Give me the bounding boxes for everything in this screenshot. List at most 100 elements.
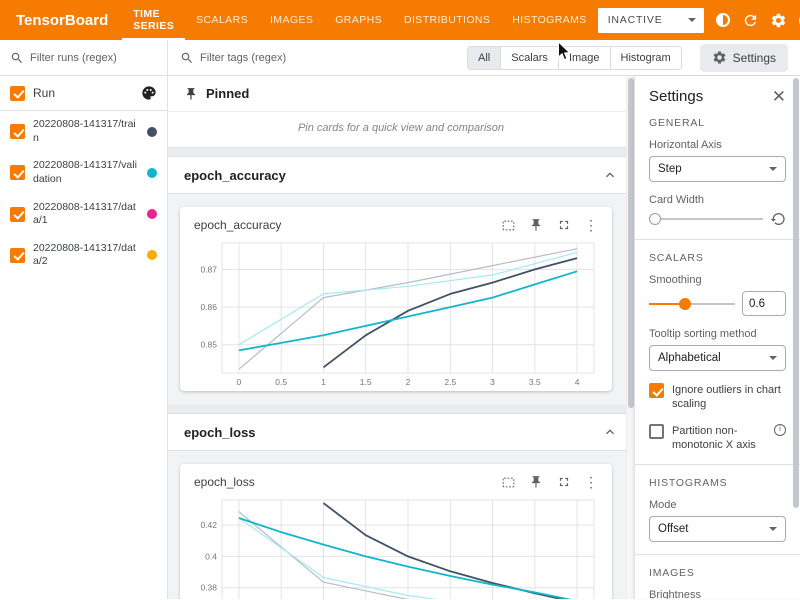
- run-row-validation[interactable]: 20220808-141317/validation: [0, 152, 167, 193]
- fullscreen-icon[interactable]: [556, 217, 572, 233]
- scrollbar-thumb[interactable]: [793, 78, 799, 508]
- filter-tags-input[interactable]: [200, 51, 462, 64]
- tab-scalars[interactable]: SCALARS: [196, 14, 248, 26]
- run-name: 20220808-141317/data/2: [33, 241, 136, 268]
- svg-text:0.85: 0.85: [200, 340, 217, 350]
- settings-section-images: IMAGES: [649, 567, 695, 580]
- reload-status-value: INACTIVE: [607, 14, 663, 26]
- brightness-label: Brightness: [649, 589, 701, 599]
- pin-icon[interactable]: [528, 474, 544, 490]
- palette-icon[interactable]: [141, 85, 157, 101]
- tab-distributions[interactable]: DISTRIBUTIONS: [403, 14, 491, 26]
- chevron-down-icon: [687, 18, 696, 22]
- smoothing-value-input[interactable]: [742, 291, 786, 316]
- svg-text:3: 3: [490, 377, 495, 387]
- svg-text:1: 1: [321, 377, 326, 387]
- smoothing-slider[interactable]: [649, 297, 735, 310]
- card-title: epoch_loss: [194, 475, 255, 489]
- run-checkbox[interactable]: [10, 206, 25, 222]
- slider-thumb[interactable]: [679, 297, 692, 310]
- scalar-card-epoch-loss: epoch_loss ⋮ 00.511.522.533.540.360.380.…: [180, 464, 612, 599]
- tab-images[interactable]: IMAGES: [269, 14, 314, 26]
- main-scrollbar[interactable]: [626, 76, 634, 599]
- run-color-dot[interactable]: [147, 126, 157, 137]
- svg-text:0.4: 0.4: [205, 551, 217, 561]
- horizontal-axis-select[interactable]: Step: [649, 156, 786, 182]
- run-row-data-1[interactable]: 20220808-141317/data/1: [0, 194, 167, 235]
- run-checkbox[interactable]: [10, 247, 25, 263]
- chevron-up-icon[interactable]: [602, 167, 618, 183]
- run-name: 20220808-141317/validation: [33, 159, 137, 185]
- histogram-mode-select[interactable]: Offset: [649, 516, 786, 543]
- reload-status-select[interactable]: INACTIVE: [597, 7, 704, 33]
- header-actions: INACTIVE ?: [597, 7, 800, 33]
- search-icon: [181, 52, 192, 63]
- gear-icon: [713, 51, 725, 64]
- scrollbar-thumb[interactable]: [628, 78, 634, 408]
- tag-type-filter-group: All Scalars Image Histogram: [467, 45, 682, 70]
- tab-graphs[interactable]: GRAPHS: [335, 14, 382, 26]
- section-body-epoch-loss: epoch_loss ⋮ 00.511.522.533.540.360.380.…: [168, 451, 634, 599]
- info-icon[interactable]: i: [774, 423, 786, 436]
- epoch-loss-chart[interactable]: 00.511.522.533.540.360.380.40.42: [188, 494, 602, 599]
- run-row-train[interactable]: 20220808-141317/train: [0, 111, 167, 152]
- filter-histogram-button[interactable]: Histogram: [609, 46, 681, 69]
- svg-text:0.87: 0.87: [200, 264, 217, 274]
- run-row-data-2[interactable]: 20220808-141317/data/2: [0, 235, 167, 276]
- filter-runs-input[interactable]: [30, 51, 157, 64]
- settings-scrollbar[interactable]: [792, 76, 800, 599]
- chevron-up-icon[interactable]: [602, 424, 618, 440]
- partition-x-checkbox[interactable]: [649, 423, 664, 439]
- pinned-section: Pinned Pin cards for a quick view and co…: [168, 76, 634, 148]
- card-width-slider[interactable]: [649, 213, 763, 225]
- tab-time-series[interactable]: TIME SERIES: [122, 0, 185, 40]
- pinned-empty-text: Pin cards for a quick view and compariso…: [297, 122, 505, 134]
- partition-x-label: Partition non-monotonic X axis: [672, 424, 756, 451]
- section-title: epoch_accuracy: [184, 167, 286, 183]
- run-name: 20220808-141317/train: [33, 118, 136, 144]
- slider-thumb[interactable]: [649, 213, 661, 225]
- run-color-dot[interactable]: [147, 209, 157, 220]
- runs-filter-area: [0, 40, 168, 75]
- card-actions: ⋮: [500, 217, 598, 233]
- svg-text:0.38: 0.38: [200, 583, 217, 593]
- epoch-accuracy-chart[interactable]: 0 0.5 1 1.5 2 2.5 3 3.5 4 0.85 0.86 0.87: [188, 237, 602, 389]
- run-checkbox[interactable]: [10, 124, 25, 140]
- run-color-dot[interactable]: [147, 167, 157, 178]
- svg-text:3.5: 3.5: [529, 377, 541, 387]
- runs-sidebar: Run 20220808-141317/train 20220808-14131…: [0, 76, 168, 599]
- ignore-outliers-row[interactable]: Ignore outliers in chart scaling: [649, 383, 786, 412]
- kebab-menu-icon[interactable]: ⋮: [584, 217, 598, 233]
- fullscreen-icon[interactable]: [556, 474, 572, 490]
- reset-icon[interactable]: [770, 211, 786, 227]
- section-header-epoch-loss[interactable]: epoch_loss: [168, 413, 634, 451]
- settings-panel: Settings ✕ GENERAL Horizontal Axis Step …: [634, 76, 800, 599]
- section-header-epoch-accuracy[interactable]: epoch_accuracy: [168, 156, 634, 194]
- theme-contrast-icon[interactable]: [714, 11, 732, 29]
- close-icon[interactable]: ✕: [771, 87, 786, 106]
- tooltip-sorting-value: Alphabetical: [658, 352, 721, 364]
- card-header: epoch_accuracy ⋮: [188, 215, 604, 237]
- refresh-icon[interactable]: [742, 11, 760, 29]
- full-size-icon[interactable]: [500, 474, 516, 490]
- kebab-menu-icon[interactable]: ⋮: [584, 474, 598, 490]
- gear-icon[interactable]: [770, 11, 788, 29]
- filter-all-button[interactable]: All: [468, 46, 501, 69]
- pin-icon: [186, 87, 196, 100]
- filter-image-button[interactable]: Image: [557, 46, 610, 69]
- select-all-runs-checkbox[interactable]: [10, 85, 25, 101]
- full-size-icon[interactable]: [500, 217, 516, 233]
- run-checkbox[interactable]: [10, 165, 25, 181]
- histogram-mode-value: Offset: [658, 523, 689, 536]
- pin-icon[interactable]: [528, 217, 544, 233]
- svg-text:0.42: 0.42: [200, 520, 217, 530]
- tooltip-sorting-select[interactable]: Alphabetical: [649, 345, 786, 371]
- settings-button[interactable]: Settings: [699, 43, 788, 72]
- filter-scalars-button[interactable]: Scalars: [500, 46, 558, 69]
- card-header: epoch_loss ⋮: [188, 472, 604, 494]
- partition-x-row[interactable]: Partition non-monotonic X axis i: [649, 423, 786, 453]
- ignore-outliers-checkbox[interactable]: [649, 383, 664, 398]
- card-actions: ⋮: [500, 474, 598, 490]
- run-color-dot[interactable]: [147, 250, 157, 261]
- tab-histograms[interactable]: HISTOGRAMS: [512, 14, 587, 26]
